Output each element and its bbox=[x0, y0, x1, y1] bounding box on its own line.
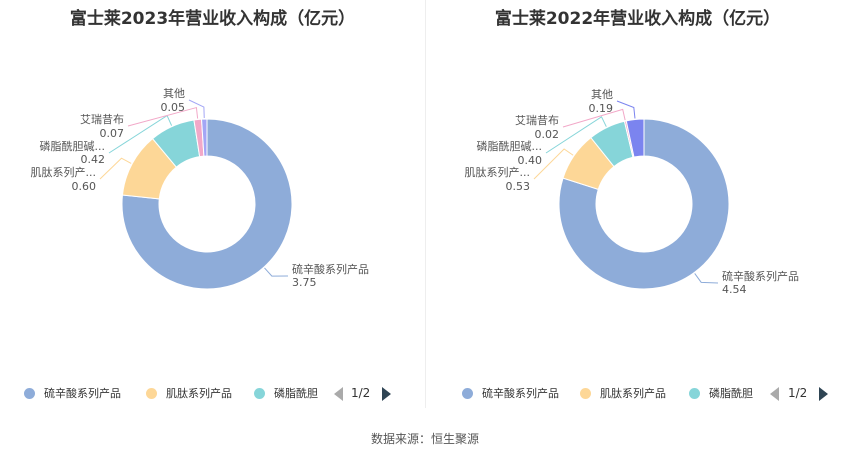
leader-line-2 bbox=[545, 116, 607, 154]
legend-next-page-icon[interactable] bbox=[382, 387, 391, 401]
slice-label-value-3: 0.07 bbox=[100, 127, 125, 140]
legend-label: 磷脂酰胆 bbox=[274, 387, 318, 400]
legend: 硫辛酸系列产品 肌肽系列产品 磷脂酰胆 1/2 bbox=[0, 383, 425, 403]
leader-line-4 bbox=[616, 100, 636, 119]
donut-slice-4[interactable] bbox=[625, 118, 645, 158]
legend-prev-page-icon[interactable] bbox=[770, 387, 779, 401]
donut-slice-0[interactable] bbox=[558, 118, 730, 290]
slice-label-value-0: 4.54 bbox=[722, 283, 747, 296]
slice-label-value-1: 0.60 bbox=[72, 180, 97, 193]
slice-label-value-3: 0.02 bbox=[535, 128, 560, 141]
slice-label-name-4: 其他 bbox=[591, 88, 613, 101]
legend-prev-page-icon[interactable] bbox=[334, 387, 343, 401]
data-source-note: 数据来源：恒生聚源 bbox=[370, 432, 479, 446]
slice-label-value-4: 0.05 bbox=[161, 101, 186, 114]
leader-line-0 bbox=[264, 267, 289, 277]
legend-marker bbox=[462, 387, 473, 399]
slice-label-value-1: 0.53 bbox=[506, 180, 531, 193]
legend-page-indicator: 1/2 bbox=[788, 386, 808, 400]
slice-label-name-2: 磷脂酰胆碱... bbox=[40, 139, 106, 153]
slice-label-value-4: 0.19 bbox=[589, 102, 614, 115]
slice-label-name-4: 其他 bbox=[163, 87, 185, 100]
slice-label-name-1: 肌肽系列产... bbox=[465, 165, 531, 179]
slice-label-name-0: 硫辛酸系列产品 bbox=[722, 269, 799, 283]
slice-label-name-1: 肌肽系列产... bbox=[31, 165, 97, 179]
donut-chart-2023: 硫辛酸系列产品3.75肌肽系列产...0.60磷脂酰胆碱...0.42艾瑞昔布0… bbox=[31, 87, 369, 290]
slice-label-name-3: 艾瑞昔布 bbox=[80, 112, 124, 126]
leader-line-1 bbox=[99, 157, 132, 180]
legend-label: 磷脂酰胆 bbox=[709, 387, 753, 400]
donut-slice-4[interactable] bbox=[201, 118, 208, 157]
slice-label-name-0: 硫辛酸系列产品 bbox=[292, 262, 369, 276]
legend-marker bbox=[146, 387, 157, 399]
legend-label: 硫辛酸系列产品 bbox=[44, 387, 121, 400]
legend-item-lipoic-acid[interactable]: 硫辛酸系列产品 bbox=[462, 383, 559, 403]
leader-line-4 bbox=[188, 99, 205, 119]
legend-item-lipoic-acid[interactable]: 硫辛酸系列产品 bbox=[24, 383, 121, 403]
donut-slice-0[interactable] bbox=[121, 118, 293, 290]
legend-item-phosphatidylcholine[interactable]: 磷脂酰胆 bbox=[254, 383, 318, 403]
leader-line-3 bbox=[562, 108, 626, 128]
legend-item-carnosine[interactable]: 肌肽系列产品 bbox=[580, 383, 666, 403]
legend-item-carnosine[interactable]: 肌肽系列产品 bbox=[146, 383, 232, 403]
legend-page-indicator: 1/2 bbox=[351, 386, 371, 400]
donut-chart-2022: 硫辛酸系列产品4.54肌肽系列产...0.53磷脂酰胆碱...0.40艾瑞昔布0… bbox=[465, 88, 800, 296]
slice-label-name-2: 磷脂酰胆碱... bbox=[477, 139, 543, 153]
leader-line-0 bbox=[694, 273, 719, 284]
chart-title: 富士莱2022年营业收入构成（亿元） bbox=[494, 9, 781, 29]
slice-label-value-2: 0.42 bbox=[81, 153, 106, 166]
legend-marker bbox=[254, 387, 265, 399]
legend-marker bbox=[580, 387, 591, 399]
legend-marker bbox=[24, 387, 35, 399]
slice-label-value-0: 3.75 bbox=[292, 276, 317, 289]
chart-panel-2022: 富士莱2022年营业收入构成（亿元） 硫辛酸系列产品 4.54 肌肽系列产... 0.… bbox=[425, 0, 850, 410]
leader-line-1 bbox=[533, 148, 574, 180]
chart-panel-2023: 富士莱2023年营业收入构成（亿元） 硫辛酸系列产品 3.75 肌肽系列产... 0.… bbox=[0, 0, 425, 410]
slice-label-name-3: 艾瑞昔布 bbox=[515, 113, 559, 127]
legend: 硫辛酸系列产品 肌肽系列产品 磷脂酰胆 1/2 bbox=[425, 383, 850, 403]
legend-label: 硫辛酸系列产品 bbox=[482, 387, 559, 400]
legend-item-phosphatidylcholine[interactable]: 磷脂酰胆 bbox=[689, 383, 753, 403]
leader-line-3 bbox=[127, 106, 199, 127]
legend-label: 肌肽系列产品 bbox=[600, 387, 666, 400]
legend-label: 肌肽系列产品 bbox=[166, 387, 232, 400]
slice-label-value-2: 0.40 bbox=[518, 154, 543, 167]
panel-divider bbox=[425, 0, 426, 408]
legend-marker bbox=[689, 387, 700, 399]
legend-next-page-icon[interactable] bbox=[819, 387, 828, 401]
chart-title: 富士莱2023年营业收入构成（亿元） bbox=[69, 9, 356, 29]
